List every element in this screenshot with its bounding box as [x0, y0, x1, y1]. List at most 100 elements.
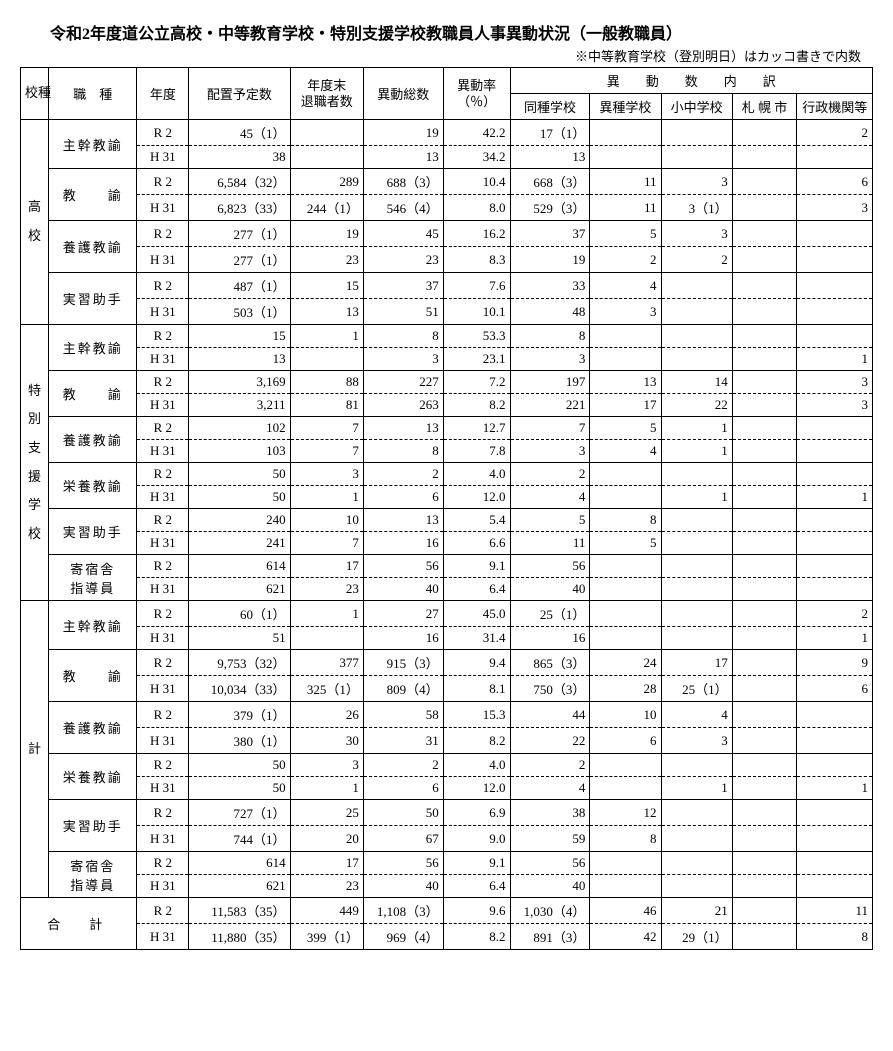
data-cell: [732, 348, 797, 371]
data-cell: 3（1）: [661, 195, 732, 221]
data-cell: 3: [661, 169, 732, 195]
data-cell: 6: [797, 676, 873, 702]
data-cell: 40: [510, 578, 590, 601]
data-cell: [661, 578, 732, 601]
data-cell: [797, 800, 873, 826]
year-cell: H 31: [137, 777, 189, 800]
data-cell: 3,169: [189, 371, 290, 394]
data-cell: [797, 146, 873, 169]
data-cell: 53.3: [443, 325, 510, 348]
year-cell: R 2: [137, 221, 189, 247]
data-cell: 529（3）: [510, 195, 590, 221]
data-cell: 289: [290, 169, 363, 195]
year-cell: H 31: [137, 627, 189, 650]
data-cell: [590, 325, 661, 348]
data-cell: [797, 754, 873, 777]
year-cell: R 2: [137, 800, 189, 826]
data-cell: [732, 627, 797, 650]
data-cell: 50: [363, 800, 443, 826]
data-cell: 6,823（33）: [189, 195, 290, 221]
transfer-table: 校種 職 種 年度 配置予定数 年度末退職者数 異動総数 異動率（％） 異 動 …: [20, 67, 873, 950]
year-cell: H 31: [137, 146, 189, 169]
data-cell: 50: [189, 463, 290, 486]
data-cell: 51: [363, 299, 443, 325]
hdr-b3: 小中学校: [661, 94, 732, 120]
data-cell: 5: [510, 509, 590, 532]
data-cell: [732, 852, 797, 875]
job-cell: 栄養教諭: [49, 463, 137, 509]
data-cell: 17（1）: [510, 120, 590, 146]
data-cell: 15.3: [443, 702, 510, 728]
data-cell: 5.4: [443, 509, 510, 532]
data-cell: 2: [590, 247, 661, 273]
data-cell: 13: [510, 146, 590, 169]
year-cell: H 31: [137, 348, 189, 371]
data-cell: [290, 627, 363, 650]
data-cell: [590, 146, 661, 169]
data-cell: 15: [290, 273, 363, 299]
data-cell: 5: [590, 221, 661, 247]
data-cell: 16.2: [443, 221, 510, 247]
job-cell: 寄宿舎指導員: [49, 555, 137, 601]
data-cell: 4: [590, 273, 661, 299]
data-cell: [732, 146, 797, 169]
data-cell: [661, 273, 732, 299]
data-cell: 67: [363, 826, 443, 852]
data-cell: [732, 120, 797, 146]
data-cell: 56: [510, 555, 590, 578]
year-cell: R 2: [137, 852, 189, 875]
data-cell: [290, 348, 363, 371]
data-cell: 23.1: [443, 348, 510, 371]
data-cell: 31.4: [443, 627, 510, 650]
page-title: 令和2年度道公立高校・中等教育学校・特別支援学校教職員人事異動状況（一般教職員）: [50, 20, 873, 44]
data-cell: [732, 826, 797, 852]
data-cell: 668（3）: [510, 169, 590, 195]
job-cell: 主幹教諭: [49, 325, 137, 371]
year-cell: R 2: [137, 509, 189, 532]
data-cell: 7: [510, 417, 590, 440]
data-cell: 3: [797, 195, 873, 221]
year-cell: H 31: [137, 578, 189, 601]
data-cell: [290, 120, 363, 146]
data-cell: 1: [290, 777, 363, 800]
hdr-b2: 異種学校: [590, 94, 661, 120]
data-cell: [732, 195, 797, 221]
data-cell: 2: [363, 463, 443, 486]
data-cell: 2: [661, 247, 732, 273]
data-cell: 16: [510, 627, 590, 650]
data-cell: 6,584（32）: [189, 169, 290, 195]
data-cell: [590, 486, 661, 509]
data-cell: 9: [797, 650, 873, 676]
data-cell: 3,211: [189, 394, 290, 417]
data-cell: [732, 728, 797, 754]
data-cell: 3: [290, 463, 363, 486]
data-cell: 50: [189, 777, 290, 800]
data-cell: 8.3: [443, 247, 510, 273]
data-cell: 4.0: [443, 754, 510, 777]
data-cell: 37: [363, 273, 443, 299]
data-cell: 9.6: [443, 898, 510, 924]
data-cell: 15: [189, 325, 290, 348]
data-cell: [732, 169, 797, 195]
year-cell: H 31: [137, 875, 189, 898]
category-cell: 特別支援学校: [21, 325, 49, 601]
data-cell: 11: [590, 195, 661, 221]
year-cell: R 2: [137, 754, 189, 777]
data-cell: 9.1: [443, 555, 510, 578]
data-cell: 1: [797, 486, 873, 509]
data-cell: 37: [510, 221, 590, 247]
data-cell: 46: [590, 898, 661, 924]
data-cell: [661, 601, 732, 627]
data-cell: 2: [797, 601, 873, 627]
data-cell: 6: [363, 486, 443, 509]
data-cell: [732, 800, 797, 826]
data-cell: [732, 273, 797, 299]
data-cell: [732, 555, 797, 578]
data-cell: 56: [510, 852, 590, 875]
data-cell: 3: [661, 221, 732, 247]
data-cell: 727（1）: [189, 800, 290, 826]
data-cell: 44: [510, 702, 590, 728]
job-cell: 実習助手: [49, 509, 137, 555]
data-cell: 4: [510, 486, 590, 509]
data-cell: 13: [189, 348, 290, 371]
